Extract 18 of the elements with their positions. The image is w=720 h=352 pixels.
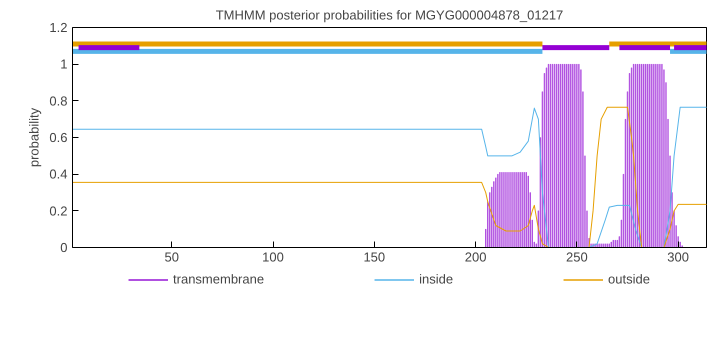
legend-label: outside [608,272,650,286]
y-tick-label: 0 [60,240,68,255]
legend-label: inside [419,272,454,286]
y-tick-label: 1 [60,56,68,72]
x-tick-label: 200 [464,250,486,264]
y-tick-label: 0.4 [49,166,68,182]
x-tick-label: 150 [363,250,386,264]
chart-title: TMHMM posterior probabilities for MGYG000004878_01217 [216,8,564,22]
x-tick-label: 300 [667,250,689,264]
y-tick-label: 0.2 [49,203,68,218]
y-tick-label: 0.6 [49,130,68,145]
x-tick-label: 250 [566,250,588,264]
y-tick-label: 0.8 [49,93,68,108]
x-tick-label: 50 [164,250,179,264]
legend-label: transmembrane [173,272,264,286]
y-tick-label: 1.2 [49,20,68,35]
x-tick-label: 100 [262,250,284,264]
y-axis-title: probability [26,107,42,168]
